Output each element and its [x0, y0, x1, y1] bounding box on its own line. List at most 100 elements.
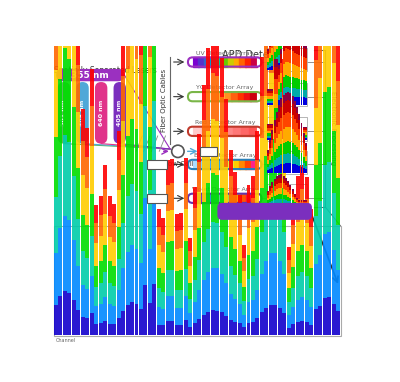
Bar: [170, 159, 174, 183]
Bar: [230, 194, 236, 203]
Bar: [285, 135, 287, 137]
Bar: [278, 8, 280, 14]
Bar: [303, 204, 305, 205]
Bar: [121, 175, 125, 223]
Bar: [90, 69, 94, 106]
Bar: [276, 94, 278, 108]
Bar: [72, 176, 76, 240]
Bar: [162, 273, 165, 291]
Bar: [99, 261, 103, 283]
Bar: [175, 290, 179, 308]
Bar: [130, 119, 134, 184]
Bar: [294, 132, 296, 145]
Bar: [267, 152, 269, 156]
Bar: [298, 201, 300, 202]
Bar: [157, 288, 161, 307]
Bar: [139, 214, 143, 263]
Bar: [58, 0, 62, 79]
Bar: [278, 199, 280, 203]
Bar: [300, 161, 302, 167]
Bar: [94, 324, 98, 335]
Bar: [269, 0, 273, 17]
Bar: [289, 204, 291, 207]
Bar: [292, 137, 294, 138]
Bar: [305, 138, 307, 140]
Bar: [267, 160, 269, 164]
Bar: [289, 130, 291, 133]
Bar: [280, 127, 282, 128]
Bar: [267, 125, 269, 128]
Bar: [184, 320, 188, 335]
Bar: [217, 127, 225, 136]
Bar: [296, 205, 298, 206]
Bar: [99, 196, 103, 215]
Bar: [300, 130, 302, 133]
Bar: [276, 15, 278, 20]
Bar: [294, 55, 296, 63]
Bar: [303, 48, 305, 57]
Bar: [269, 154, 271, 160]
Bar: [285, 48, 287, 62]
Bar: [285, 196, 287, 200]
Bar: [291, 244, 295, 267]
Bar: [58, 296, 62, 335]
Bar: [283, 194, 284, 199]
Bar: [289, 133, 291, 135]
Bar: [267, 201, 269, 203]
Bar: [287, 163, 289, 173]
Bar: [292, 163, 294, 173]
Bar: [272, 201, 273, 204]
Bar: [289, 101, 291, 113]
Bar: [305, 166, 307, 169]
Bar: [300, 56, 302, 68]
Bar: [280, 92, 282, 98]
Bar: [139, 309, 143, 335]
Bar: [170, 183, 174, 210]
Bar: [294, 24, 296, 35]
Bar: [184, 241, 188, 269]
Bar: [285, 96, 287, 105]
Bar: [269, 128, 271, 131]
Bar: [289, 76, 291, 87]
Bar: [283, 43, 284, 53]
Bar: [274, 160, 276, 167]
Bar: [210, 57, 216, 66]
Bar: [292, 62, 294, 71]
Bar: [152, 284, 156, 335]
Bar: [327, 3, 331, 87]
Bar: [305, 133, 307, 135]
Bar: [267, 51, 269, 54]
Bar: [272, 133, 273, 136]
Bar: [287, 0, 289, 5]
Bar: [272, 66, 273, 71]
Bar: [296, 89, 298, 97]
Bar: [287, 181, 289, 183]
Bar: [287, 5, 289, 16]
Bar: [287, 100, 289, 112]
Bar: [280, 178, 282, 183]
Bar: [274, 130, 276, 140]
Bar: [272, 182, 273, 185]
Bar: [280, 133, 282, 135]
Bar: [117, 190, 120, 227]
Bar: [280, 183, 282, 188]
Bar: [269, 103, 271, 105]
Bar: [327, 87, 331, 162]
Bar: [280, 138, 282, 140]
Bar: [242, 287, 246, 301]
Bar: [264, 210, 268, 261]
Bar: [294, 138, 296, 140]
Bar: [206, 272, 210, 312]
Bar: [269, 89, 271, 91]
Bar: [251, 160, 257, 169]
Bar: [269, 191, 271, 195]
Bar: [269, 101, 271, 103]
Bar: [267, 138, 269, 140]
Bar: [292, 3, 294, 10]
Bar: [294, 8, 296, 14]
Bar: [294, 199, 296, 202]
Bar: [134, 304, 138, 335]
Bar: [305, 322, 309, 335]
Bar: [99, 283, 103, 304]
Bar: [267, 128, 269, 131]
